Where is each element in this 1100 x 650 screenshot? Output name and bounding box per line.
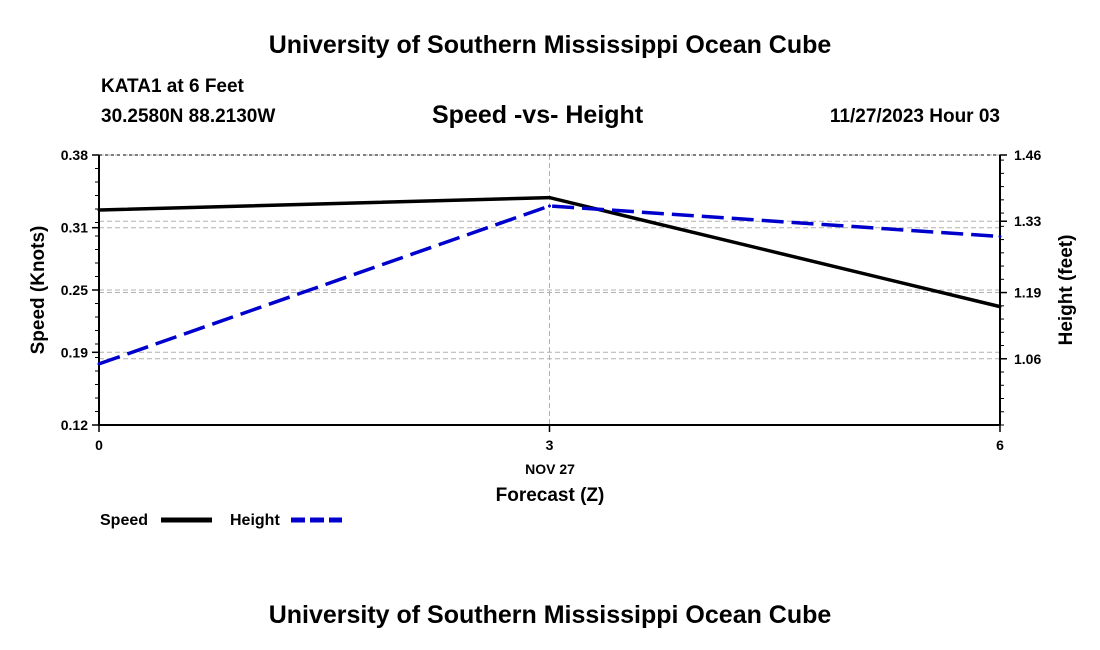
y-tick-label-left: 0.25 (61, 282, 88, 298)
forecast-datetime: 11/27/2023 Hour 03 (829, 106, 1000, 127)
x-date-label: NOV 27 (525, 461, 575, 477)
y-tick-label-right: 1.06 (1014, 351, 1041, 367)
x-axis-title: Forecast (Z) (496, 485, 605, 506)
footer-title: University of Southern Mississippi Ocean… (268, 601, 832, 629)
y-tick-label-right: 1.33 (1014, 213, 1041, 229)
data-point-speed (97, 208, 101, 212)
page-title: University of Southern Mississippi Ocean… (268, 31, 832, 59)
data-point-height (998, 235, 1002, 239)
y-tick-label-right: 1.46 (1014, 147, 1041, 163)
axes-layer: 0.12 0.19 0.25 0.31 0.38 1.06 1.19 1.33 1.46 0 3 6 (61, 147, 1042, 453)
series-layer (97, 195, 1002, 366)
chart-title: Speed -vs- Height (432, 101, 644, 129)
y-axis-title-right: Height (feet) (1056, 235, 1077, 346)
labels-layer: NOV 27 Forecast (Z) Speed (Knots) Height… (28, 226, 1077, 506)
data-point-height (97, 362, 101, 366)
station-coords: 30.2580N 88.2130W (101, 106, 276, 127)
y-axis-title-left: Speed (Knots) (28, 226, 49, 355)
y-tick-label-left: 0.38 (61, 147, 88, 163)
legend-label-speed: Speed (100, 512, 148, 529)
y-tick-label-left: 0.31 (61, 220, 88, 236)
data-point-speed (548, 196, 551, 200)
y-tick-label-left: 0.12 (61, 417, 88, 433)
legend-label-height: Height (230, 512, 280, 529)
data-point-height (548, 204, 551, 208)
series-line-height (98, 204, 1001, 366)
data-point-speed (998, 305, 1002, 309)
grid-layer (99, 154, 1000, 426)
legend: Speed Height (100, 512, 342, 529)
x-tick-label: 6 (996, 437, 1004, 453)
x-tick-label: 0 (95, 437, 103, 453)
station-label: KATA1 at 6 Feet (101, 76, 244, 97)
y-tick-label-right: 1.19 (1014, 285, 1041, 301)
x-tick-label: 3 (546, 437, 554, 453)
y-tick-label-left: 0.19 (61, 344, 88, 360)
